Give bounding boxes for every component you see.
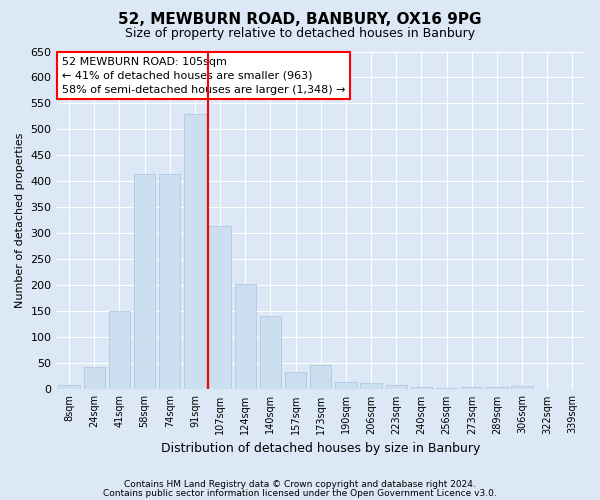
Bar: [511, 386, 533, 390]
X-axis label: Distribution of detached houses by size in Banbury: Distribution of detached houses by size …: [161, 442, 481, 455]
Bar: [159, 174, 181, 390]
Bar: [310, 365, 331, 390]
Bar: [461, 387, 482, 390]
Bar: [260, 316, 281, 390]
Bar: [361, 383, 382, 390]
Text: 52, MEWBURN ROAD, BANBURY, OX16 9PG: 52, MEWBURN ROAD, BANBURY, OX16 9PG: [118, 12, 482, 28]
Bar: [386, 386, 407, 390]
Bar: [109, 312, 130, 390]
Text: Size of property relative to detached houses in Banbury: Size of property relative to detached ho…: [125, 28, 475, 40]
Bar: [83, 366, 105, 390]
Bar: [58, 386, 80, 390]
Text: 52 MEWBURN ROAD: 105sqm
← 41% of detached houses are smaller (963)
58% of semi-d: 52 MEWBURN ROAD: 105sqm ← 41% of detache…: [62, 56, 346, 94]
Text: Contains HM Land Registry data © Crown copyright and database right 2024.: Contains HM Land Registry data © Crown c…: [124, 480, 476, 489]
Text: Contains public sector information licensed under the Open Government Licence v3: Contains public sector information licen…: [103, 488, 497, 498]
Bar: [134, 174, 155, 390]
Bar: [486, 387, 508, 390]
Bar: [436, 388, 457, 390]
Bar: [209, 226, 231, 390]
Y-axis label: Number of detached properties: Number of detached properties: [15, 133, 25, 308]
Bar: [235, 284, 256, 390]
Bar: [411, 388, 432, 390]
Bar: [335, 382, 356, 390]
Bar: [285, 372, 307, 390]
Bar: [184, 114, 206, 390]
